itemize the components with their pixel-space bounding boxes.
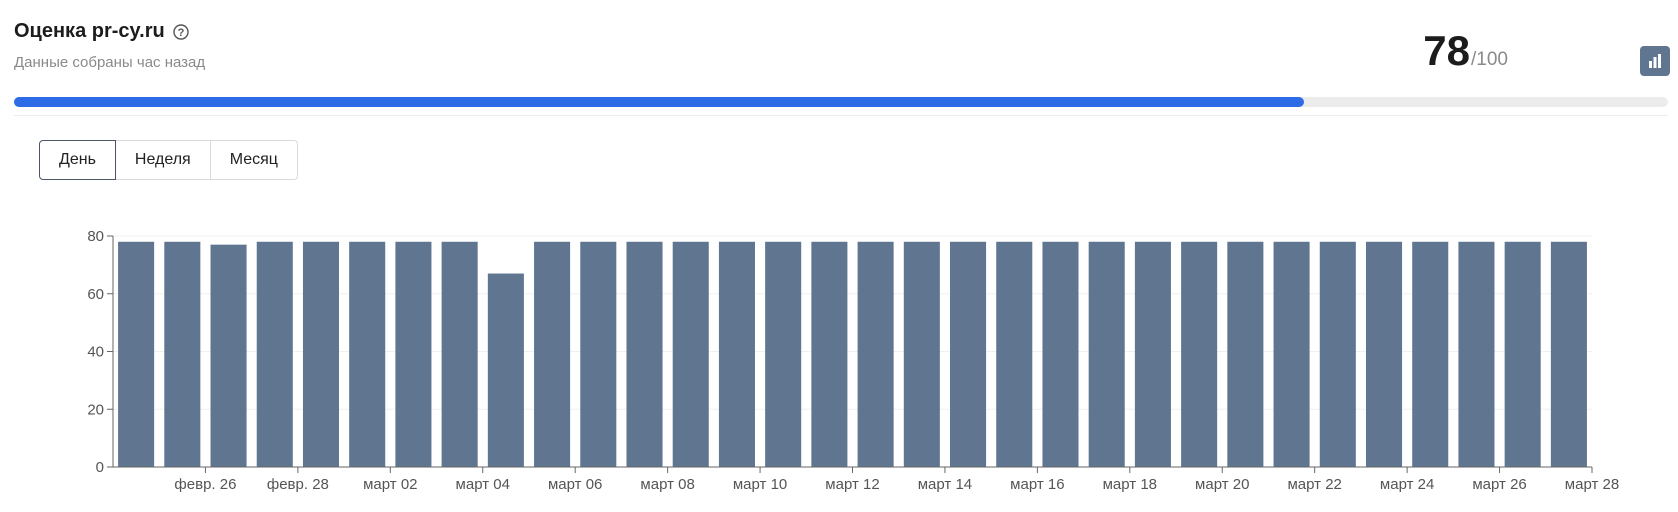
x-tick-label: март 24 — [1380, 476, 1434, 493]
x-tick-label: март 10 — [733, 476, 787, 493]
bar — [302, 241, 340, 467]
x-tick-label: март 08 — [640, 476, 694, 493]
x-tick-label: март 26 — [1472, 476, 1526, 493]
bar — [1365, 241, 1403, 467]
tab-day[interactable]: День — [39, 140, 116, 180]
x-tick-label: февр. 26 — [174, 476, 236, 493]
bar — [118, 241, 155, 467]
bar — [580, 241, 617, 467]
bar — [765, 241, 802, 467]
score: 78 /100 — [1423, 30, 1508, 72]
page-title: Оценка pr-cy.ru — [14, 20, 165, 42]
bar — [672, 241, 709, 467]
bar — [256, 241, 293, 467]
bar — [1227, 241, 1264, 467]
bar — [1273, 241, 1310, 467]
bar — [1412, 241, 1449, 467]
bar — [857, 241, 894, 467]
x-tick-label: март 12 — [825, 476, 879, 493]
divider — [14, 115, 1668, 116]
bar — [996, 241, 1033, 467]
score-progress-bar — [14, 97, 1668, 107]
y-tick-label: 40 — [87, 344, 104, 361]
x-tick-label: март 14 — [918, 476, 972, 493]
tab-week[interactable]: Неделя — [114, 140, 211, 180]
x-tick-label: март 28 — [1565, 476, 1619, 493]
score-max: /100 — [1471, 49, 1508, 70]
bar — [1319, 241, 1356, 467]
data-freshness-text: Данные собраны час назад — [14, 54, 206, 71]
bar — [210, 244, 247, 467]
bar — [487, 273, 524, 467]
period-tabs: День Неделя Месяц — [39, 140, 298, 180]
score-value: 78 — [1423, 27, 1471, 74]
bar — [1134, 241, 1171, 467]
bar — [1550, 241, 1587, 467]
bar — [1504, 241, 1541, 467]
bar — [534, 241, 571, 467]
x-tick-label: февр. 28 — [267, 476, 329, 493]
x-tick-label: март 04 — [456, 476, 510, 493]
chart-toggle-button[interactable] — [1640, 46, 1670, 76]
x-tick-label: март 18 — [1103, 476, 1157, 493]
svg-text:?: ? — [177, 27, 184, 39]
x-tick-label: март 16 — [1010, 476, 1064, 493]
title-row: Оценка pr-cy.ru ? — [14, 20, 189, 43]
y-tick-label: 20 — [87, 401, 104, 418]
bar-chart-icon — [1649, 54, 1661, 68]
bar — [811, 241, 848, 467]
question-circle-icon[interactable]: ? — [173, 23, 189, 40]
bar — [349, 241, 386, 467]
x-tick-label: март 02 — [363, 476, 417, 493]
bar — [1042, 241, 1079, 467]
x-tick-label: март 06 — [548, 476, 602, 493]
y-tick-label: 60 — [87, 286, 104, 303]
tab-month[interactable]: Месяц — [209, 140, 298, 180]
x-tick-label: март 22 — [1287, 476, 1341, 493]
x-tick-label: март 20 — [1195, 476, 1249, 493]
bar — [164, 241, 201, 467]
bar — [395, 241, 432, 467]
bar — [1088, 241, 1125, 467]
y-tick-label: 0 — [96, 459, 104, 476]
bar — [718, 241, 755, 467]
bar — [441, 241, 478, 467]
bar — [1181, 241, 1218, 467]
bar — [950, 241, 987, 467]
bar — [1458, 241, 1495, 467]
y-tick-label: 80 — [87, 228, 104, 245]
bar — [903, 241, 940, 467]
bar — [626, 241, 663, 467]
score-progress-fill — [14, 97, 1305, 107]
